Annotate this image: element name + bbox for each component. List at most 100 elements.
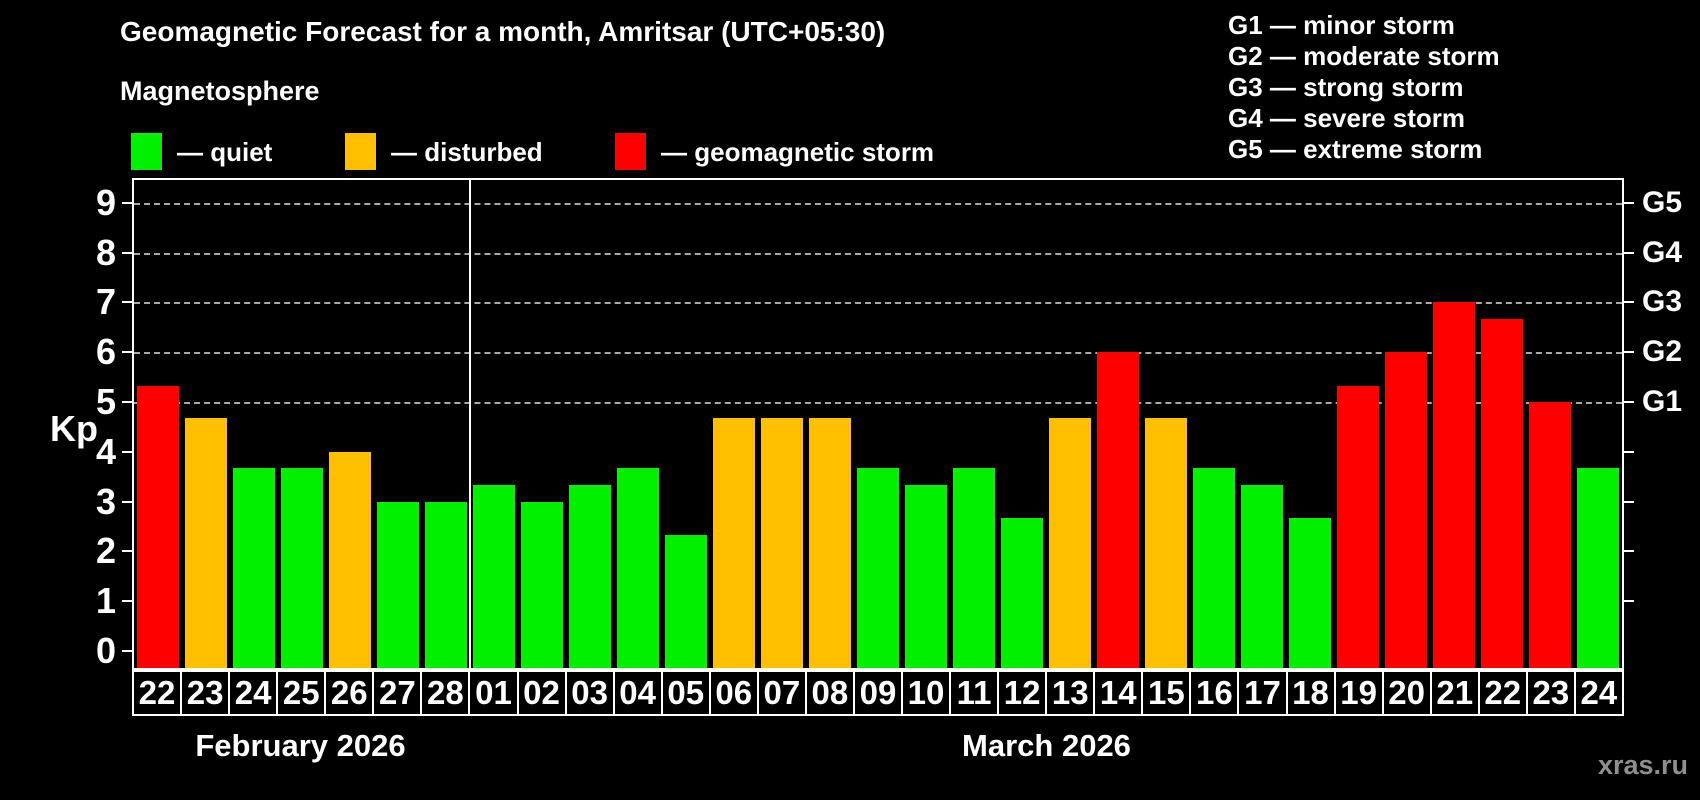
kp-bar-01 [473,485,515,668]
kp-bar-27 [377,501,419,668]
month-separator-line [469,180,471,668]
date-cell-16: 16 [1189,670,1240,716]
right-axis-tick [1622,401,1634,403]
y-axis-tick [122,351,134,354]
kp-bar-03 [569,485,611,668]
kp-bar-17 [1241,485,1283,668]
kp-bar-25 [281,468,323,668]
date-cell-08: 08 [804,670,855,716]
date-cell-10: 10 [901,670,952,716]
date-cell-03: 03 [564,670,615,716]
y-axis-tick [122,251,134,254]
g5-legend-line: G5 — extreme storm [1228,134,1483,164]
y-axis-tick [122,550,134,553]
g2-legend-line: G2 — moderate storm [1228,41,1500,71]
date-cell-26: 26 [324,670,375,716]
right-axis-tick [1622,600,1634,603]
kp-bar-10 [905,485,947,668]
right-axis-tick [1622,550,1634,553]
gridline-kp7 [134,302,1622,305]
watermark: xras.ru [1597,750,1688,780]
right-axis-label-g5: G5 [1642,185,1683,219]
y-axis-tick-label: 3 [95,480,116,522]
date-cell-19: 19 [1333,670,1384,716]
plot-area: 0 1 2 3 4 5 6 7 8 9 G1 G2 G3 G4 G5 [96,178,1682,671]
kp-bar-24 [1577,468,1619,668]
g4-legend-line: G4 — severe storm [1228,103,1466,133]
month-label-february: February 2026 [195,728,406,763]
kp-bar-23 [185,418,227,668]
date-cell-09: 09 [852,670,903,716]
date-cell-27: 27 [372,670,423,716]
right-axis-tick [1622,351,1634,354]
chart-subtitle: Magnetosphere [120,76,320,106]
kp-bar-22 [137,385,179,668]
y-axis-tick [122,600,134,603]
date-cell-13: 13 [1045,670,1096,716]
date-cell-04: 04 [612,670,663,716]
kp-bar-13 [1049,418,1091,668]
right-axis-tick [1622,251,1634,254]
date-cell-23: 23 [1525,670,1576,716]
y-axis-tick [122,301,134,304]
gridline-kp8 [134,252,1622,255]
date-cell-14: 14 [1093,670,1144,716]
storm-legend-label: — geomagnetic storm [661,137,935,167]
kp-bar-07 [761,418,803,668]
right-axis-label-g4: G4 [1642,235,1683,269]
y-axis-tick-label: 0 [95,630,116,671]
kp-bar-28 [425,501,467,668]
quiet-legend-label: — quiet [177,137,273,167]
kp-bar-05 [665,535,707,668]
gridline-kp9 [134,202,1622,205]
g3-legend-line: G3 — strong storm [1228,72,1464,102]
date-cell-25: 25 [276,670,327,716]
right-axis-tick [1622,201,1634,204]
kp-bar-04 [617,468,659,668]
date-cell-22: 22 [132,670,183,716]
date-cell-21: 21 [1429,670,1480,716]
date-cell-28: 28 [420,670,471,716]
right-axis-tick [1622,301,1634,304]
date-cell-06: 06 [708,670,759,716]
date-axis: 22 23 24 25 26 27 28 01 02 03 04 05 06 07 08 09 10 11 12 13… [132,670,1624,716]
date-cell-12: 12 [997,670,1048,716]
y-axis-tick-label: 2 [95,530,116,572]
y-axis-label: Kp [50,408,98,449]
kp-bar-12 [1001,518,1043,668]
kp-bar-09 [857,468,899,668]
y-axis-tick [122,500,134,503]
date-cell-05: 05 [660,670,711,716]
date-cell-20: 20 [1381,670,1432,716]
kp-bar-26 [329,451,371,668]
storm-legend-swatch [615,133,646,170]
gridline-kp6 [134,352,1622,355]
date-cell-01: 01 [468,670,519,716]
date-cell-15: 15 [1141,670,1192,716]
date-cell-02: 02 [516,670,567,716]
month-label-march: March 2026 [962,728,1131,763]
disturbed-legend-label: — disturbed [391,137,543,167]
kp-bar-14 [1097,352,1139,668]
date-cell-24: 24 [228,670,279,716]
right-axis-label-g2: G2 [1642,335,1683,369]
y-axis-tick [122,450,134,453]
disturbed-legend-swatch [345,133,376,170]
y-axis-tick-label: 7 [95,281,116,323]
kp-bar-02 [521,501,563,668]
y-axis-tick-label: 1 [95,580,116,622]
date-cell-17: 17 [1237,670,1288,716]
right-axis-label-g1: G1 [1642,385,1683,418]
g1-legend-line: G1 — minor storm [1228,10,1455,40]
kp-bar-11 [953,468,995,668]
y-axis-tick [122,401,134,403]
kp-bar-16 [1193,468,1235,668]
y-axis-tick [122,201,134,204]
date-cell-07: 07 [756,670,807,716]
y-axis-tick-label: 9 [95,181,116,223]
y-axis-tick-label: 6 [95,331,116,373]
kp-bar-06 [713,418,755,668]
quiet-legend-swatch [131,133,162,170]
y-axis-tick-label: 5 [95,381,116,422]
